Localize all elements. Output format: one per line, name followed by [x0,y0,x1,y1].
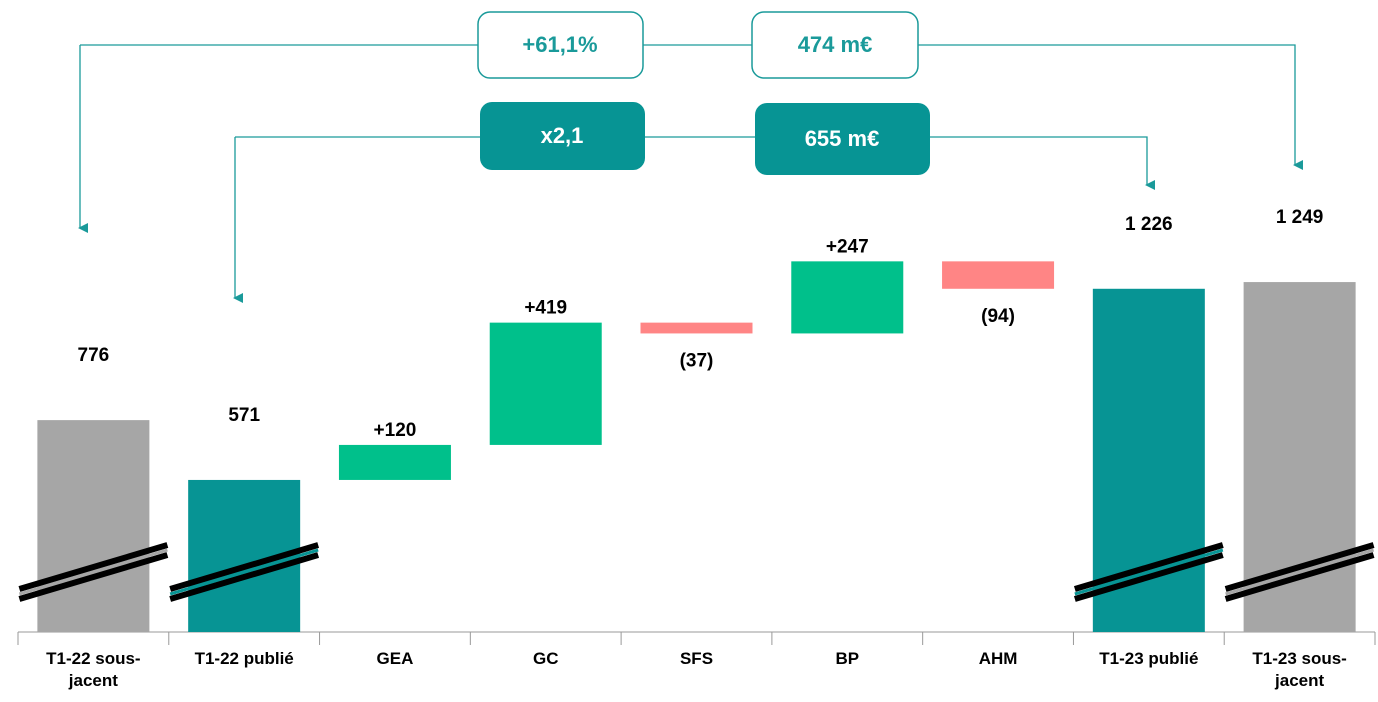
bar [489,322,602,445]
annotation-box [477,11,644,79]
data-label: +247 [826,236,869,257]
connector-arrow [930,136,1155,190]
break-gap [18,548,168,596]
break-mark [18,542,169,592]
x-tick-label: T1-22 sous-jacent [46,649,141,690]
annotation: +61,1% [522,32,597,57]
x-tick-label: BP [835,649,860,668]
x-tick-label: T1-23 publié [1099,649,1199,668]
data-label: (94) [981,306,1015,327]
break-gap [1225,548,1375,596]
data-label: 1 226 [1125,214,1173,235]
break-mark [18,552,169,602]
break-mark [1073,542,1224,592]
x-tick-label: T1-22 publié [194,649,294,668]
data-label: 1 249 [1276,207,1324,228]
data-label: +419 [524,298,567,319]
x-tick-label: SFS [679,649,714,668]
bar [791,261,904,334]
annotation-box [755,103,930,175]
bar [338,444,451,480]
x-tick-label: GEA [376,649,414,668]
annotation: 474 m€ [798,32,873,57]
data-label: +120 [374,420,417,441]
bar [640,322,753,334]
break-mark [1224,542,1375,592]
bar [1243,282,1356,632]
break-mark [1073,552,1224,602]
break-gap [169,548,319,596]
annotation-box [751,11,919,79]
data-label: 571 [228,405,260,426]
annotation-box [480,102,645,170]
bar [942,261,1055,289]
x-tick-label: T1-23 sous-jacent [1252,649,1347,690]
x-tick-label: AHM [978,649,1018,668]
annotation: 655 m€ [805,126,880,151]
break-mark [169,552,320,602]
data-label: 776 [78,345,110,366]
break-mark [169,542,320,592]
bar [37,420,150,632]
annotation: x2,1 [541,123,584,148]
break-mark [1224,552,1375,602]
break-gap [1074,548,1224,596]
connector-arrow [918,44,1303,170]
data-label: (37) [680,350,714,371]
x-tick-label: GC [532,649,559,668]
